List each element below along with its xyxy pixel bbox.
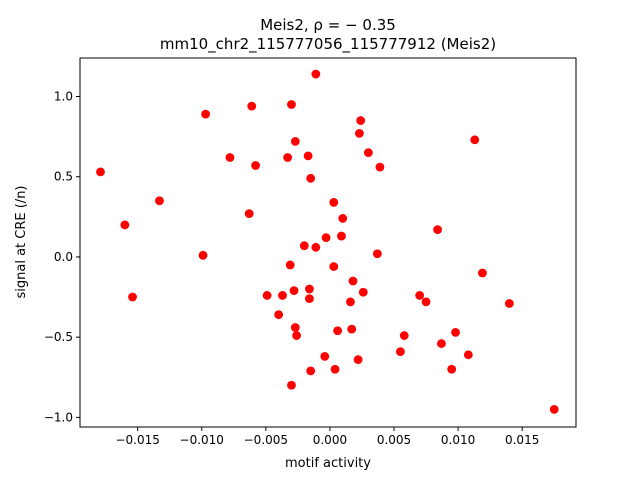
data-point [247, 101, 257, 111]
data-point [251, 161, 260, 170]
data-point [363, 148, 373, 158]
x-tick-label: −0.005 [244, 433, 288, 447]
data-point [198, 250, 208, 260]
data-point [463, 350, 473, 360]
x-tick-label: 0.010 [441, 433, 475, 447]
data-point [337, 231, 346, 241]
y-tick-label: −1.0 [44, 410, 73, 424]
data-point [329, 197, 339, 207]
data-point [549, 404, 559, 414]
data-point [306, 366, 316, 376]
data-point [353, 355, 363, 365]
data-point [329, 262, 339, 271]
data-point [399, 331, 409, 340]
data-point [347, 324, 357, 334]
y-tick-label: 0.0 [54, 250, 73, 264]
x-tick-label: −0.010 [180, 433, 224, 447]
data-point [311, 242, 321, 252]
data-point [433, 225, 442, 235]
chart-title-line2: mm10_chr2_115777056_115777912 (Meis2) [160, 35, 496, 54]
data-points [96, 69, 559, 414]
data-point [155, 196, 164, 206]
data-point [225, 153, 235, 162]
data-point [338, 214, 348, 223]
data-point [415, 291, 425, 300]
data-point [320, 352, 330, 361]
data-point [290, 137, 300, 146]
data-point [303, 151, 313, 161]
data-point [311, 69, 321, 79]
data-point [128, 292, 137, 302]
x-tick-label: 0.005 [377, 433, 411, 447]
data-point [330, 364, 340, 374]
y-tick-label: 0.5 [54, 170, 73, 184]
data-point [470, 135, 480, 145]
chart-title-line1: Meis2, ρ = − 0.35 [260, 16, 396, 34]
y-tick-label: −0.5 [44, 330, 73, 344]
data-point [396, 347, 405, 356]
data-point [305, 294, 314, 304]
data-point [299, 241, 309, 251]
data-point [290, 323, 300, 332]
data-point [333, 326, 343, 336]
data-point [356, 116, 366, 125]
x-tick-label: 0.015 [505, 433, 539, 447]
data-point [451, 327, 460, 337]
x-tick-label: 0.000 [313, 433, 347, 447]
data-point [201, 109, 211, 119]
data-point [287, 100, 296, 109]
data-point [244, 209, 254, 219]
data-point [348, 276, 358, 286]
data-point [274, 310, 284, 320]
data-point [306, 173, 316, 183]
plot-frame [79, 57, 577, 428]
data-point [278, 291, 287, 300]
data-point [120, 220, 130, 230]
data-point [504, 299, 514, 308]
data-point [283, 153, 293, 162]
data-point [292, 331, 301, 340]
data-point [358, 287, 368, 297]
x-axis-label: motif activity [285, 456, 371, 471]
data-point [421, 297, 431, 307]
data-point [375, 162, 385, 172]
data-point [289, 286, 299, 296]
data-point [346, 297, 355, 307]
data-point [305, 284, 314, 294]
data-point [96, 167, 105, 177]
data-point [437, 339, 446, 348]
x-axis-ticks: −0.015 −0.010 −0.005 0.000 0.005 0.010 0.015 [115, 427, 539, 447]
x-tick-label: −0.015 [115, 433, 159, 447]
data-point [478, 268, 487, 278]
data-point [447, 364, 457, 374]
data-point [321, 233, 331, 243]
data-point [285, 260, 295, 270]
y-axis-label: signal at CRE (/n) [14, 185, 29, 298]
y-axis-ticks: −1.0 −0.5 0.0 0.5 1.0 [44, 90, 80, 424]
data-point [355, 129, 364, 138]
data-point [262, 291, 272, 300]
data-point [287, 380, 296, 390]
data-point [372, 249, 382, 259]
y-tick-label: 1.0 [54, 90, 73, 104]
